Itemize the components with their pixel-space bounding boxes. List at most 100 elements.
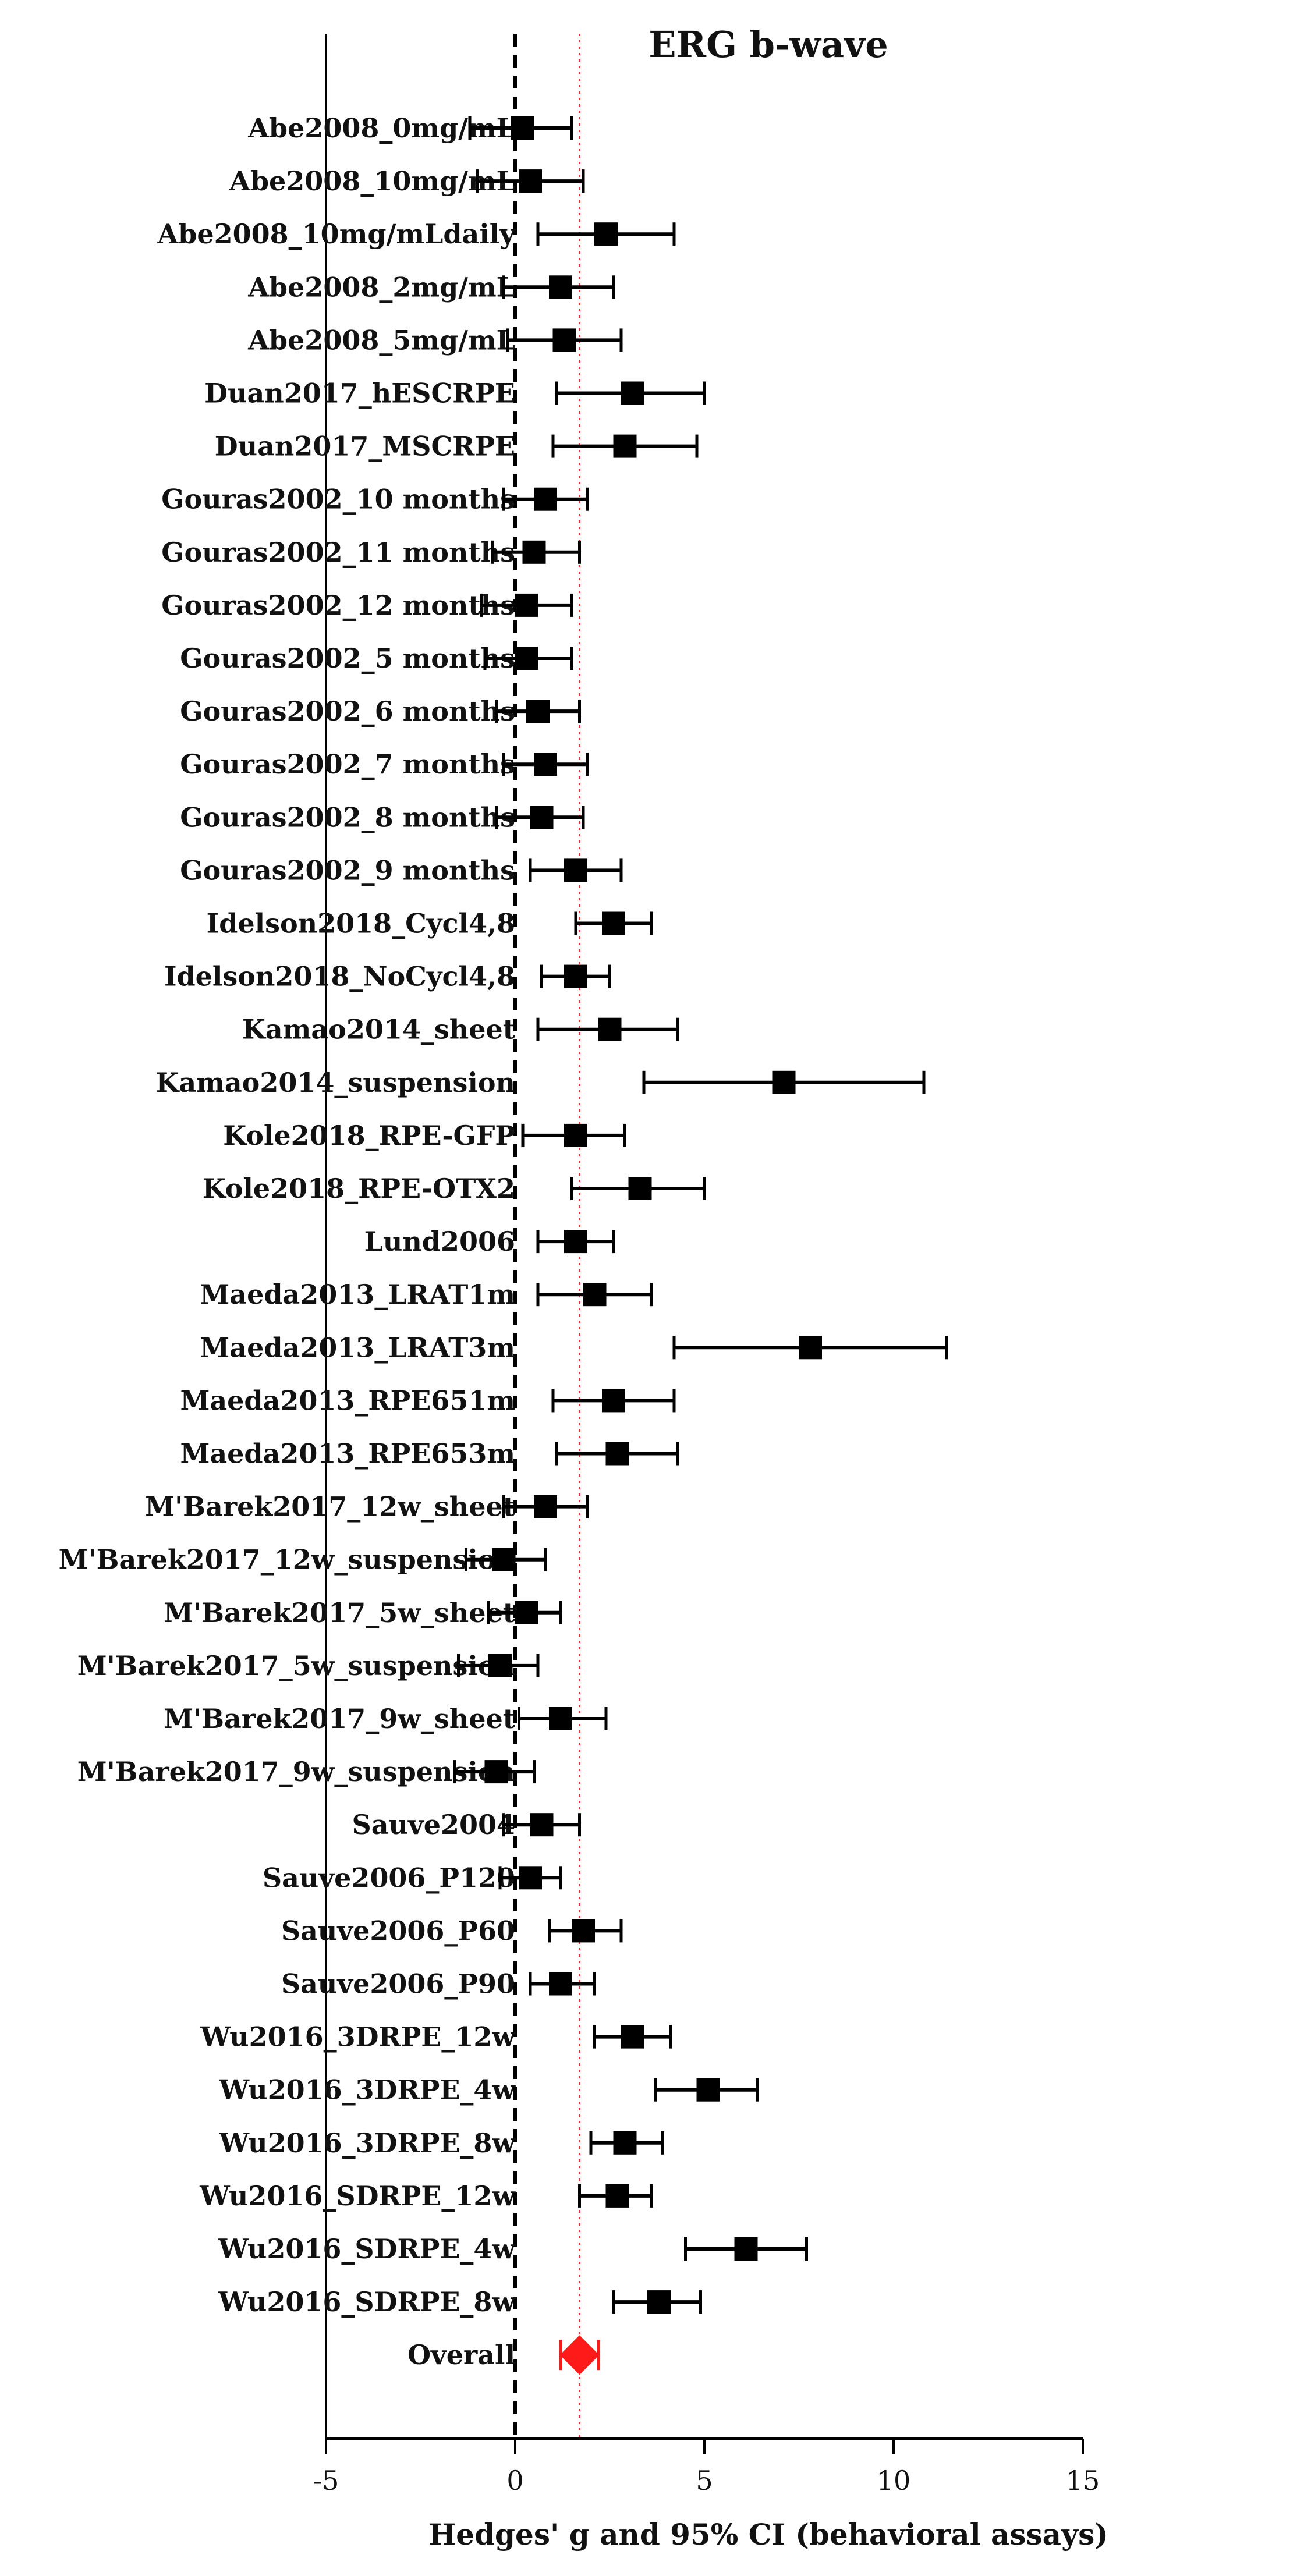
overall-diamond: [559, 2335, 600, 2375]
study-row: Duan2017_MSCRPE: [215, 431, 699, 462]
study-label: Maeda2013_LRAT1m: [200, 1279, 515, 1310]
effect-square: [602, 911, 625, 935]
study-label: Maeda2013_RPE651m: [180, 1385, 515, 1416]
effect-square: [605, 1442, 629, 1466]
effect-square: [511, 116, 534, 140]
x-tick-label: 0: [506, 2465, 523, 2496]
study-row: M'Barek2017_12w_suspension: [59, 1544, 547, 1576]
study-label: Wu2016_SDRPE_12w: [199, 2180, 516, 2212]
effect-square: [564, 964, 587, 988]
effect-square: [613, 434, 637, 458]
effect-square: [484, 1760, 508, 1784]
study-label: M'Barek2017_5w_sheet: [164, 1597, 516, 1628]
study-row: M'Barek2017_12w_sheet: [145, 1491, 589, 1523]
study-row: Gouras2002_12 months: [161, 590, 573, 621]
effect-square: [647, 2290, 671, 2314]
study-label: M'Barek2017_5w_suspension: [77, 1650, 515, 1681]
study-row: Abe2008_0mg/mL: [247, 112, 573, 144]
study-label: Abe2008_5mg/mL: [247, 324, 515, 356]
study-label: Wu2016_3DRPE_8w: [218, 2127, 516, 2159]
effect-square: [549, 275, 572, 299]
study-row: Abe2008_10mg/mLdaily: [157, 218, 676, 250]
study-row: Wu2016_3DRPE_8w: [218, 2127, 664, 2159]
effect-square: [530, 806, 554, 829]
study-row: Gouras2002_7 months: [180, 748, 589, 780]
study-label: M'Barek2017_9w_sheet: [164, 1703, 516, 1734]
study-label: Gouras2002_5 months: [180, 643, 515, 674]
effect-square: [598, 1017, 622, 1041]
x-axis-title: Hedges' g and 95% CI (behavioral assays): [428, 2517, 1108, 2552]
x-tick-label: -5: [313, 2465, 339, 2496]
study-label: Duan2017_MSCRPE: [215, 431, 515, 462]
effect-square: [519, 169, 542, 193]
study-row: Lund2006: [364, 1226, 615, 1257]
effect-square: [583, 1283, 607, 1307]
effect-square: [799, 1336, 822, 1360]
study-row: Maeda2013_RPE651m: [180, 1385, 676, 1416]
effect-square: [534, 487, 557, 511]
study-label: Sauve2006_P60: [281, 1915, 515, 1946]
study-label: Lund2006: [364, 1226, 515, 1257]
study-row: Idelson2018_NoCycl4,8: [164, 961, 611, 992]
study-row: Abe2008_2mg/mL: [247, 271, 615, 303]
study-label: Abe2008_10mg/mL: [229, 165, 515, 197]
effect-square: [602, 1389, 625, 1413]
effect-square: [515, 647, 538, 670]
effect-square: [696, 2078, 720, 2102]
study-label: Wu2016_3DRPE_12w: [200, 2021, 516, 2053]
effect-square: [515, 1601, 538, 1624]
effect-square: [492, 1548, 516, 1571]
study-row: Gouras2002_5 months: [180, 643, 573, 674]
effect-square: [522, 540, 546, 564]
study-label: Maeda2013_RPE653m: [180, 1438, 515, 1470]
overall-label: Overall: [408, 2339, 515, 2371]
study-row: Wu2016_3DRPE_12w: [200, 2021, 672, 2053]
study-row: Duan2017_hESCRPE: [204, 378, 706, 409]
effect-square: [534, 1495, 557, 1518]
effect-square: [564, 858, 587, 882]
study-row: M'Barek2017_9w_sheet: [164, 1703, 608, 1734]
x-tick-label: 15: [1066, 2465, 1100, 2496]
study-row: Abe2008_5mg/mL: [247, 324, 623, 356]
study-label: Kole2018_RPE-OTX2: [203, 1173, 515, 1204]
study-label: Wu2016_3DRPE_4w: [218, 2074, 516, 2106]
study-label: Gouras2002_11 months: [161, 537, 515, 568]
study-row: Sauve2006_P60: [281, 1915, 623, 1946]
study-row: Gouras2002_8 months: [180, 801, 585, 833]
study-label: Idelson2018_Cycl4,8: [207, 908, 515, 939]
effect-square: [621, 381, 644, 405]
study-label: Kole2018_RPE-GFP: [223, 1120, 515, 1151]
study-label: M'Barek2017_12w_sheet: [145, 1491, 516, 1523]
study-row: Kamao2014_suspension: [155, 1067, 926, 1098]
study-label: Gouras2002_12 months: [161, 590, 515, 621]
study-row: Kole2018_RPE-OTX2: [203, 1173, 706, 1204]
effect-square: [605, 2184, 629, 2208]
study-label: Kamao2014_sheet: [242, 1014, 516, 1045]
study-label: Gouras2002_10 months: [161, 484, 515, 515]
study-row: Sauve2004: [352, 1809, 581, 1840]
study-row: Maeda2013_LRAT1m: [200, 1279, 653, 1310]
study-row: Gouras2002_11 months: [161, 537, 581, 568]
study-row: Maeda2013_LRAT3m: [200, 1332, 948, 1363]
x-tick-label: 5: [696, 2465, 713, 2496]
study-label: Maeda2013_LRAT3m: [200, 1332, 515, 1363]
study-row: Kole2018_RPE-GFP: [223, 1120, 626, 1151]
study-label: Sauve2006_P90: [281, 1968, 515, 2000]
effect-square: [549, 1972, 572, 1996]
study-label: M'Barek2017_12w_suspension: [59, 1544, 515, 1576]
effect-square: [613, 2131, 637, 2155]
effect-square: [734, 2237, 758, 2261]
study-row: Wu2016_SDRPE_8w: [218, 2286, 702, 2318]
study-label: Abe2008_2mg/mL: [247, 271, 515, 303]
chart-title: ERG b-wave: [649, 23, 888, 66]
study-label: Abe2008_10mg/mLdaily: [157, 218, 516, 250]
effect-square: [519, 1866, 542, 1890]
effect-square: [621, 2025, 644, 2049]
study-row: Idelson2018_Cycl4,8: [207, 908, 653, 939]
study-row: M'Barek2017_5w_suspension: [77, 1650, 540, 1681]
study-row: Gouras2002_9 months: [180, 854, 623, 886]
study-label: Gouras2002_6 months: [180, 696, 515, 727]
effect-square: [564, 1230, 587, 1254]
study-label: Kamao2014_suspension: [155, 1067, 515, 1098]
